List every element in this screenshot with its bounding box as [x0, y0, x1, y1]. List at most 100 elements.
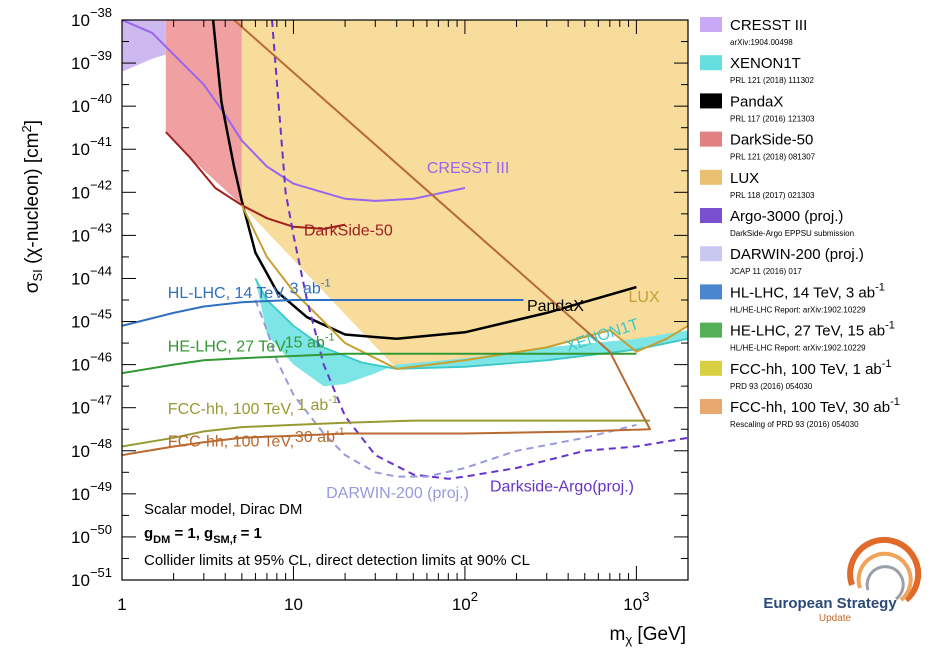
legend-swatch	[700, 17, 722, 32]
legend-label: HE-LHC, 27 TeV, 15 ab-1	[730, 320, 895, 340]
curve-label-15-ab: 15 ab-1	[285, 331, 335, 351]
legend-label: LUX	[730, 170, 759, 187]
curve-labels: CRESST IIIDarkSide-50PandaXLUXXENON1THL-…	[168, 160, 660, 502]
legend-item-lux: LUX PRL 118 (2017) 021303	[700, 169, 815, 200]
logo-arc-core	[865, 565, 905, 601]
curve-label-1-ab: 1 ab-1	[297, 394, 338, 414]
y-axis-title: σSI (χ-nucleon) [cm2]	[19, 120, 45, 293]
curve-label-30-ab: 30 ab-1	[295, 426, 345, 446]
legend-label: XENON1T	[730, 55, 801, 72]
y-tick-label: 10−41	[71, 134, 112, 159]
curve-darkside-50	[165, 131, 346, 230]
legend-item-fcc-hh-100-tev-1-ab: FCC-hh, 100 TeV, 1 ab-1 PRD 93 (2016) 054…	[700, 358, 892, 391]
y-tick-label: 10−51	[71, 565, 112, 590]
legend-item-pandax: PandaX PRL 117 (2016) 121303	[700, 93, 815, 123]
curve-fcc-hh-100-tev-30-ab	[122, 20, 651, 457]
curve-label-pandax: PandaX	[527, 298, 584, 315]
legend-reference: PRL 117 (2016) 121303	[730, 114, 815, 123]
legend-label: FCC-hh, 100 TeV, 30 ab-1	[730, 396, 900, 416]
lux-region	[241, 20, 688, 369]
x-tick-label: 102	[452, 589, 478, 614]
legend-item-hl-lhc-14-tev-3-ab: HL-LHC, 14 TeV, 3 ab-1 HL/HE-LHC Report: …	[700, 281, 885, 314]
legend-item-darwin-200-proj: DARWIN-200 (proj.) JCAP 11 (2016) 017	[700, 246, 864, 276]
legend-reference: PRD 93 (2016) 054030	[730, 382, 813, 391]
cresst-region	[122, 20, 166, 72]
logo-arc-outer	[847, 537, 922, 603]
limit-curves	[122, 20, 688, 480]
legend-item-fcc-hh-100-tev-30-ab: FCC-hh, 100 TeV, 30 ab-1 Rescaling of PRD…	[700, 396, 900, 429]
y-tick-label: 10−50	[71, 522, 112, 547]
curve-cresst-iii	[122, 20, 466, 202]
y-tick-label: 10−48	[71, 436, 112, 461]
legend-label: DarkSide-50	[730, 132, 813, 149]
legend: CRESST III arXiv:1904.00498 XENON1T PRL 121…	[700, 17, 900, 429]
y-tick-label: 10−45	[71, 307, 112, 332]
legend-item-cresst-iii: CRESST III arXiv:1904.00498	[700, 17, 807, 47]
curve-label-he-lhc-27-tev: HE-LHC, 27 TeV,	[168, 339, 289, 356]
x-tick-label: 1	[117, 595, 126, 614]
curve-pandax	[211, 20, 637, 341]
y-tick-label: 10−39	[71, 48, 112, 73]
y-tick-label: 10−40	[71, 91, 112, 116]
x-tick-label: 103	[623, 589, 649, 614]
y-tick-label: 10−46	[71, 350, 112, 375]
x-tick-label: 10	[284, 595, 303, 614]
curve-darwin-200-proj	[254, 299, 637, 478]
curve-label-hl-lhc-14-tev: HL-LHC, 14 TeV,	[168, 285, 287, 302]
note-couplings: gDM = 1, gSM,f = 1	[144, 525, 262, 546]
legend-reference: arXiv:1904.00498	[730, 38, 793, 47]
y-tick-label: 10−49	[71, 479, 112, 504]
curve-xenon1t	[254, 278, 688, 370]
legend-label: DARWIN-200 (proj.)	[730, 246, 864, 263]
curve-label-fcc-hh-100-tev: FCC-hh, 100 TeV,	[168, 401, 294, 418]
y-tick-label: 10−47	[71, 393, 112, 418]
curve-label-darkside-argo-proj: Darkside-Argo(proj.)	[490, 479, 634, 496]
legend-swatch	[700, 55, 722, 71]
legend-swatch	[700, 284, 722, 300]
curve-hl-lhc-14-tev-3-ab	[122, 299, 524, 327]
y-tick-label: 10−44	[71, 263, 112, 288]
legend-label: FCC-hh, 100 TeV, 1 ab-1	[730, 358, 892, 378]
darkside-region	[165, 20, 242, 206]
model-notes: Scalar model, Dirac DM gDM = 1, gSM,f = …	[144, 501, 530, 569]
legend-reference: HL/HE-LHC Report: arXiv:1902.10229	[730, 305, 866, 314]
curve-label-lux: LUX	[629, 289, 660, 306]
legend-label: Argo-3000 (proj.)	[730, 208, 843, 225]
legend-item-xenon1t: XENON1T PRL 121 (2018) 111302	[700, 55, 814, 85]
legend-swatch	[700, 131, 722, 147]
legend-reference: PRL 121 (2018) 081307	[730, 153, 816, 162]
legend-item-he-lhc-27-tev-15-ab: HE-LHC, 27 TeV, 15 ab-1 HL/HE-LHC Report:…	[700, 320, 895, 353]
logo-subtitle: Update	[819, 613, 852, 624]
legend-reference: Rescaling of PRD 93 (2016) 054030	[730, 420, 859, 429]
legend-swatch	[700, 360, 722, 376]
logo-arc-inner	[856, 551, 913, 602]
legend-swatch	[700, 93, 722, 109]
legend-swatch	[700, 208, 722, 223]
legend-item-darkside-50: DarkSide-50 PRL 121 (2018) 081307	[700, 131, 816, 162]
logo-title: European Strategy	[763, 595, 897, 612]
curve-label-cresst-iii: CRESST III	[427, 160, 509, 177]
legend-swatch	[700, 246, 722, 262]
legend-item-argo-3000-proj: Argo-3000 (proj.) DarkSide-Argo EPPSU sub…	[700, 208, 854, 238]
curve-he-lhc-27-tev-15-ab	[122, 352, 637, 375]
legend-label: PandaX	[730, 93, 783, 110]
curve-label-fcc-hh-100-tev: FCC-hh, 100 TeV,	[168, 433, 294, 450]
european-strategy-logo: European Strategy Update	[763, 537, 922, 624]
legend-reference: JCAP 11 (2016) 017	[730, 267, 802, 276]
y-tick-label: 10−38	[71, 5, 112, 30]
curve-label-darwin-200-proj: DARWIN-200 (proj.)	[326, 485, 469, 502]
legend-swatch	[700, 399, 722, 414]
curve-fcc-hh-100-tev-1-ab	[122, 419, 650, 448]
legend-swatch	[700, 169, 722, 185]
curve-label-3-ab: 3 ab-1	[290, 278, 331, 298]
xenon-region	[255, 278, 688, 387]
legend-reference: DarkSide-Argo EPPSU submission	[730, 229, 854, 238]
axis-ticks	[121, 19, 689, 581]
legend-swatch	[700, 322, 722, 338]
legend-reference: HL/HE-LHC Report: arXiv:1902.10229	[730, 344, 866, 353]
x-axis-title: mχ [GeV]	[609, 624, 686, 647]
curve-lux	[240, 204, 688, 370]
y-tick-label: 10−42	[71, 177, 112, 202]
legend-label: HL-LHC, 14 TeV, 3 ab-1	[730, 281, 885, 301]
